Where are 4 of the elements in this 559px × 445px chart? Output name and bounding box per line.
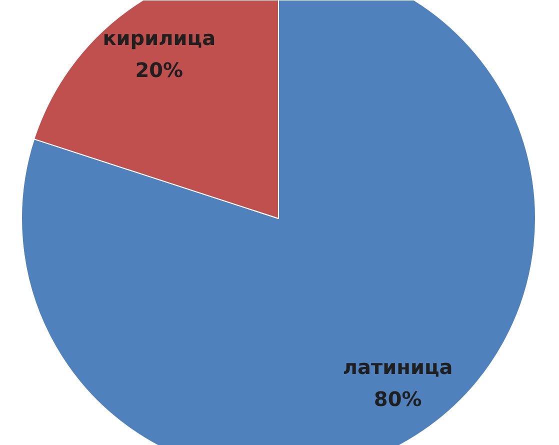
- slice-label: кирилица: [102, 26, 216, 50]
- slice-label: латиница: [342, 354, 453, 379]
- data-label: 80%: [374, 386, 422, 411]
- data-label: 20%: [135, 58, 184, 82]
